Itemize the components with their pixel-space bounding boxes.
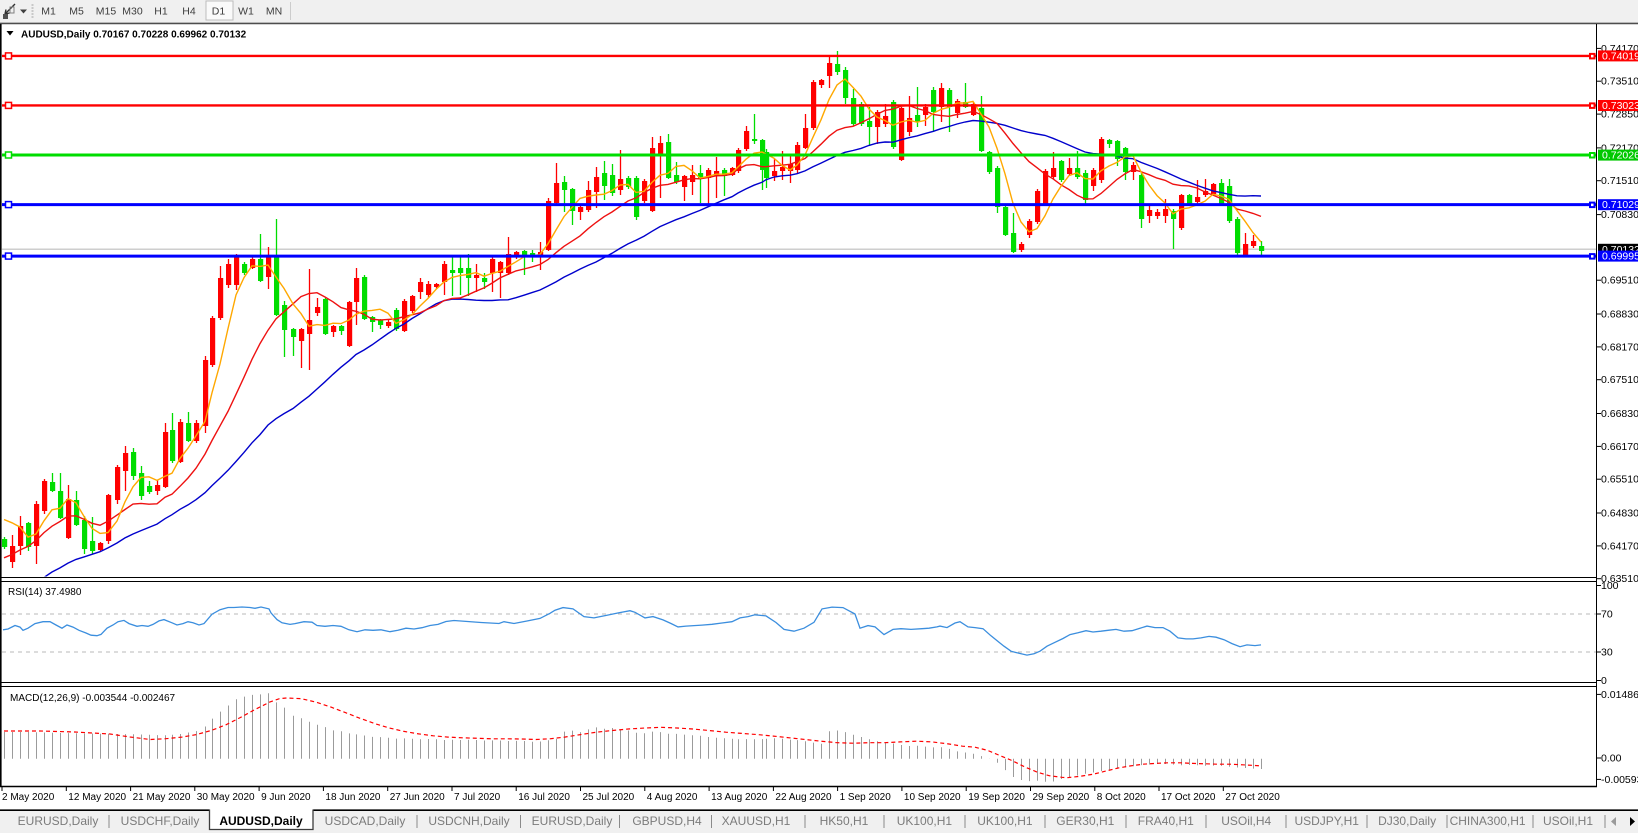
svg-text:0.72850: 0.72850 [1601,109,1638,121]
svg-text:UK100,H1: UK100,H1 [977,814,1033,828]
svg-text:18 Jun 2020: 18 Jun 2020 [325,792,380,803]
svg-text:0.014861: 0.014861 [1601,689,1638,701]
svg-text:0.64170: 0.64170 [1601,540,1638,552]
svg-text:DJ30,Daily: DJ30,Daily [1378,814,1436,828]
svg-text:10 Sep 2020: 10 Sep 2020 [904,792,961,803]
svg-text:HK50,H1: HK50,H1 [820,814,869,828]
svg-text:0: 0 [1601,675,1607,687]
svg-text:M30: M30 [122,6,143,18]
svg-text:70: 70 [1601,609,1613,621]
svg-text:0.71029: 0.71029 [1602,199,1638,211]
svg-text:0.64830: 0.64830 [1601,508,1638,520]
svg-text:2 May 2020: 2 May 2020 [2,792,55,803]
svg-text:17 Oct 2020: 17 Oct 2020 [1161,792,1216,803]
svg-text:13 Aug 2020: 13 Aug 2020 [711,792,768,803]
svg-text:M1: M1 [41,6,56,18]
svg-text:AUDUSD,Daily 0.70167 0.70228: AUDUSD,Daily 0.70167 0.70228 0.69962 0.7… [21,30,247,41]
svg-text:MN: MN [266,6,282,18]
svg-text:USOil,H4: USOil,H4 [1221,814,1271,828]
svg-text:UK100,H1: UK100,H1 [897,814,953,828]
svg-text:CHINA300,H1: CHINA300,H1 [1450,814,1526,828]
svg-text:0.69510: 0.69510 [1601,275,1638,287]
svg-text:M5: M5 [69,6,84,18]
svg-text:EURUSD,Daily: EURUSD,Daily [18,814,99,828]
svg-text:22 Aug 2020: 22 Aug 2020 [775,792,832,803]
svg-text:7 Jul 2020: 7 Jul 2020 [454,792,501,803]
svg-text:USDCHF,Daily: USDCHF,Daily [121,814,200,828]
svg-text:USOil,H1: USOil,H1 [1543,814,1593,828]
svg-text:USDCNH,Daily: USDCNH,Daily [428,814,509,828]
svg-text:27 Jun 2020: 27 Jun 2020 [390,792,445,803]
svg-text:0.67510: 0.67510 [1601,374,1638,386]
svg-text:30: 30 [1601,647,1613,659]
svg-text:AUDUSD,Daily: AUDUSD,Daily [219,814,303,828]
svg-text:4 Aug 2020: 4 Aug 2020 [647,792,698,803]
svg-text:12 May 2020: 12 May 2020 [68,792,126,803]
svg-text:GBPUSD,H4: GBPUSD,H4 [632,814,702,828]
svg-text:RSI(14) 37.4980: RSI(14) 37.4980 [8,587,82,598]
svg-text:0.73023: 0.73023 [1602,100,1638,112]
svg-text:21 May 2020: 21 May 2020 [133,792,191,803]
svg-text:USDJPY,H1: USDJPY,H1 [1294,814,1359,828]
svg-text:0.69995: 0.69995 [1602,251,1638,263]
svg-text:W1: W1 [238,6,254,18]
svg-text:M15: M15 [96,6,117,18]
svg-text:H4: H4 [182,6,196,18]
svg-text:0.68830: 0.68830 [1601,309,1638,321]
svg-text:0.66830: 0.66830 [1601,408,1638,420]
svg-text:0.70830: 0.70830 [1601,209,1638,221]
svg-text:0.65510: 0.65510 [1601,474,1638,486]
svg-text:GER30,H1: GER30,H1 [1056,814,1114,828]
svg-text:0.71510: 0.71510 [1601,175,1638,187]
svg-text:0.72026: 0.72026 [1602,150,1638,162]
svg-text:30 May 2020: 30 May 2020 [197,792,255,803]
svg-text:0.73510: 0.73510 [1601,76,1638,88]
svg-text:9 Jun 2020: 9 Jun 2020 [261,792,311,803]
svg-text:D1: D1 [212,6,226,18]
svg-text:16 Jul 2020: 16 Jul 2020 [518,792,570,803]
svg-text:25 Jul 2020: 25 Jul 2020 [583,792,635,803]
svg-text:0.68170: 0.68170 [1601,341,1638,353]
svg-text:8 Oct 2020: 8 Oct 2020 [1097,792,1146,803]
svg-text:-0.005938: -0.005938 [1601,774,1638,786]
svg-text:EURUSD,Daily: EURUSD,Daily [532,814,613,828]
svg-text:1 Sep 2020: 1 Sep 2020 [840,792,892,803]
svg-text:XAUUSD,H1: XAUUSD,H1 [722,814,791,828]
svg-text:0.00: 0.00 [1601,753,1622,765]
svg-text:FRA40,H1: FRA40,H1 [1138,814,1194,828]
svg-text:0.74019: 0.74019 [1602,50,1638,62]
svg-text:0.66170: 0.66170 [1601,441,1638,453]
svg-text:H1: H1 [154,6,168,18]
svg-text:100: 100 [1601,580,1619,592]
svg-text:USDCAD,Daily: USDCAD,Daily [325,814,406,828]
svg-text:29 Sep 2020: 29 Sep 2020 [1033,792,1090,803]
svg-text:0.63510: 0.63510 [1601,573,1638,585]
svg-text:27 Oct 2020: 27 Oct 2020 [1225,792,1280,803]
svg-text:MACD(12,26,9) -0.003544 -0.002: MACD(12,26,9) -0.003544 -0.002467 [10,693,176,704]
svg-text:19 Sep 2020: 19 Sep 2020 [968,792,1025,803]
